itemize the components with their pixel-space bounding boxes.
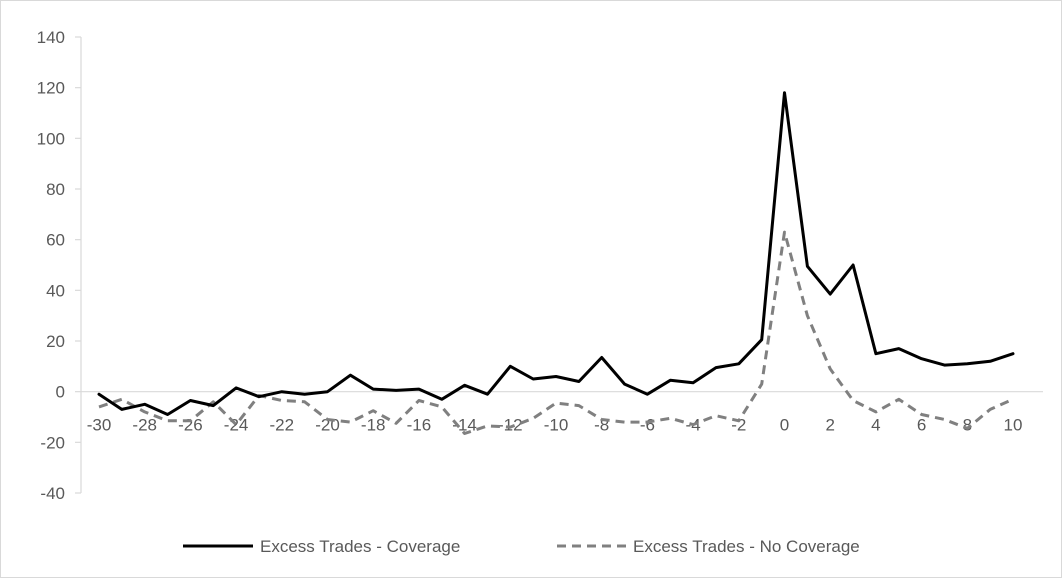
x-tick-label: 0 — [780, 416, 789, 435]
series-line-coverage — [97, 91, 1015, 416]
x-tick-labels: -30 -28 -26 -24 -22 -20 -18 -16 -14 -12 -10 -8 -6 -4-… — [87, 416, 1023, 435]
y-axis — [75, 36, 82, 494]
legend-label: Excess Trades - No Coverage — [633, 537, 860, 556]
x-tick-label: -18 — [361, 416, 386, 435]
y-tick-label: -40 — [40, 484, 65, 503]
y-tick-label: 140 — [37, 28, 65, 47]
x-tick-label: -16 — [407, 416, 432, 435]
x-tick-label: -22 — [270, 416, 295, 435]
legend-label: Excess Trades - Coverage — [260, 537, 460, 556]
x-tick-label: 4 — [871, 416, 880, 435]
x-tick-label: -14 — [452, 416, 477, 435]
y-tick-label: 20 — [46, 332, 65, 351]
y-tick-label: 0 — [56, 383, 65, 402]
series-lines — [97, 91, 1015, 435]
x-tick-label: -6 — [640, 416, 655, 435]
x-tick-label: -10 — [544, 416, 569, 435]
x-tick-label: 6 — [917, 416, 926, 435]
x-tick-label: -30 — [87, 416, 112, 435]
y-tick-label: -20 — [40, 433, 65, 452]
x-tick-label: 10 — [1004, 416, 1023, 435]
y-tick-label: 100 — [37, 129, 65, 148]
x-tick-label: -26 — [178, 416, 203, 435]
y-tick-label: 120 — [37, 79, 65, 98]
x-tick-label: 2 — [825, 416, 834, 435]
legend: Excess Trades - Coverage Excess Trades - … — [183, 537, 860, 556]
x-tick-label: -12 — [498, 416, 523, 435]
x-tick-label: -24 — [224, 416, 249, 435]
y-tick-label: 60 — [46, 231, 65, 250]
series-line-no-coverage — [98, 230, 1014, 435]
y-tick-label: 40 — [46, 281, 65, 300]
y-tick-label: 80 — [46, 180, 65, 199]
y-tick-labels: -40 -20 0 20 40 60 80 100 120 140 — [37, 28, 65, 503]
x-tick-label: -28 — [132, 416, 157, 435]
x-tick-label: 8 — [963, 416, 972, 435]
